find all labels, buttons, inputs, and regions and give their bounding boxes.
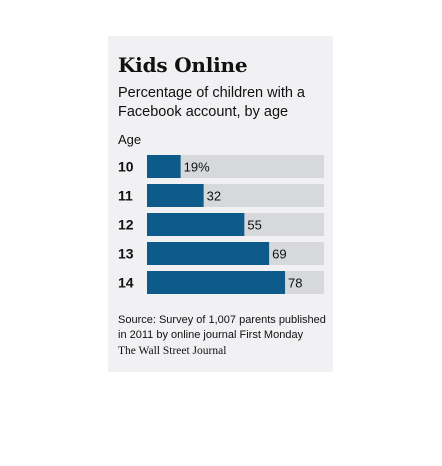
bar (147, 184, 204, 207)
category-label: 11 (118, 188, 133, 204)
category-label: 10 (118, 159, 134, 175)
value-label: 32 (207, 189, 221, 204)
publisher-credit: The Wall Street Journal (118, 345, 227, 357)
bar (147, 155, 181, 178)
bar-track (147, 155, 324, 178)
chart-panel: Kids Online Percentage of children with … (108, 36, 333, 372)
bar (147, 213, 245, 236)
category-label: 14 (118, 275, 134, 291)
source-note: Source: Survey of 1,007 parents publishe… (118, 314, 326, 341)
axis-title-age: Age (118, 132, 142, 147)
chart-subtitle: Percentage of children with a Facebook a… (118, 85, 305, 120)
bar (147, 271, 286, 294)
value-label: 19% (184, 160, 210, 175)
value-label: 69 (272, 247, 286, 262)
value-label: 55 (247, 218, 261, 233)
category-label: 13 (118, 246, 134, 262)
bar-chart: 10 19% 11 32 12 55 13 69 14 78 (118, 155, 324, 294)
chart-title: Kids Online (118, 53, 248, 77)
value-label: 78 (288, 276, 302, 291)
category-label: 12 (118, 217, 134, 233)
bar (147, 242, 270, 265)
